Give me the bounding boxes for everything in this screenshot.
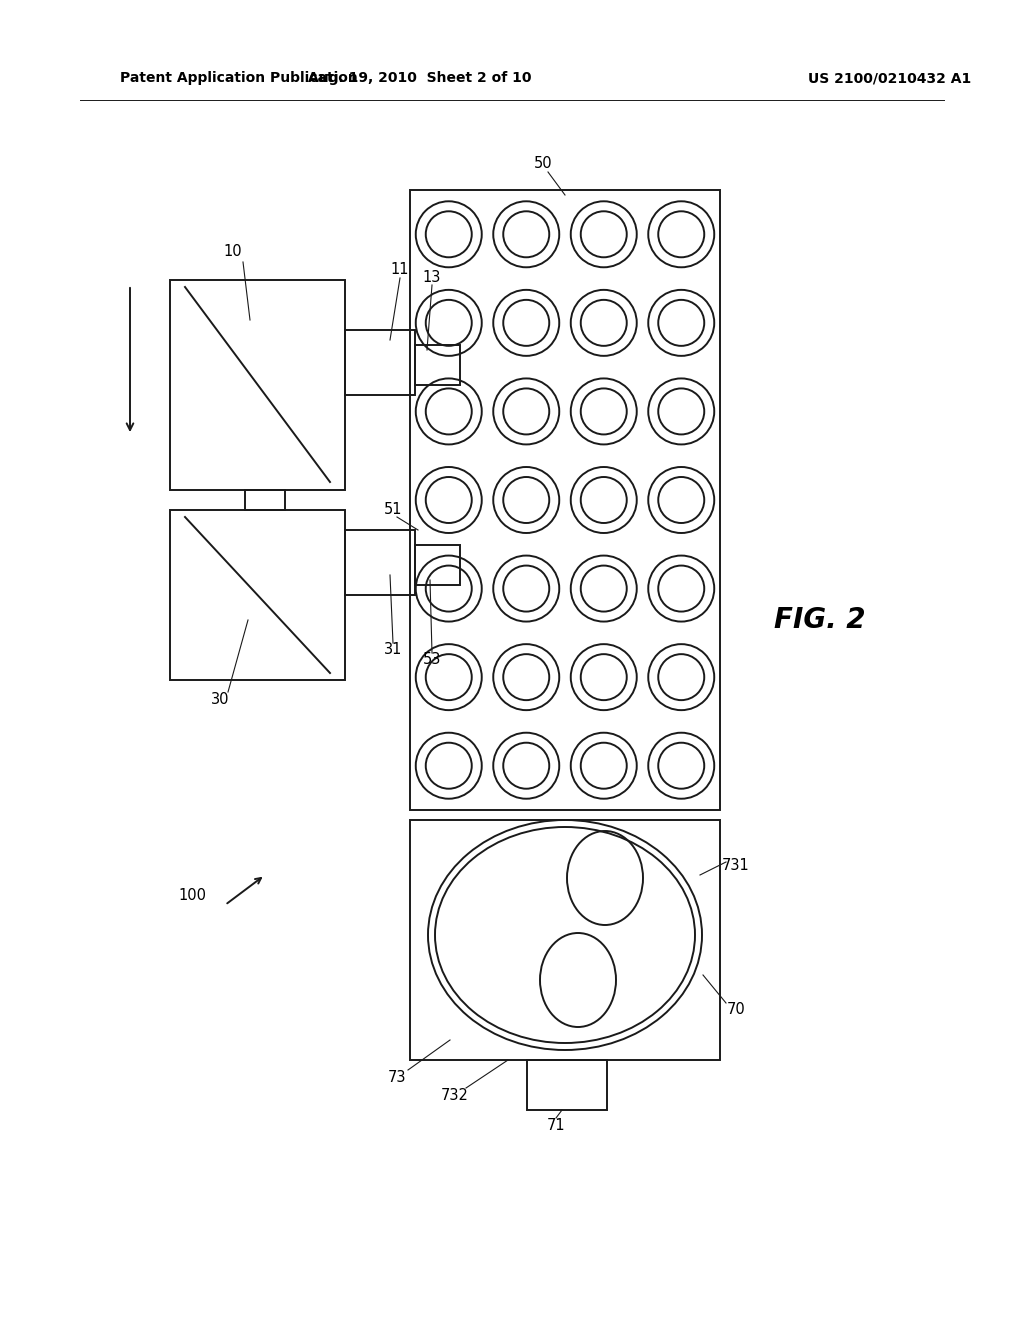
Text: 51: 51 [384, 503, 402, 517]
Text: 100: 100 [178, 887, 206, 903]
Bar [527, 1060, 607, 1110]
Text: US 2100/0210432 A1: US 2100/0210432 A1 [808, 71, 972, 84]
Text: 732: 732 [441, 1088, 469, 1102]
Bar [345, 531, 415, 595]
Text: FIG. 2: FIG. 2 [774, 606, 865, 634]
Bar [410, 820, 720, 1060]
Text: 11: 11 [391, 263, 410, 277]
Text: 10: 10 [223, 244, 243, 260]
Text: 53: 53 [423, 652, 441, 668]
Bar [410, 190, 720, 810]
Text: 31: 31 [384, 643, 402, 657]
Bar [415, 545, 460, 585]
Text: 71: 71 [547, 1118, 565, 1133]
Bar [245, 490, 285, 510]
Text: 50: 50 [534, 156, 552, 170]
Bar [415, 345, 460, 385]
Text: 30: 30 [211, 693, 229, 708]
Bar [170, 280, 345, 490]
Bar [345, 330, 415, 395]
Text: 70: 70 [727, 1002, 745, 1018]
Text: Aug. 19, 2010  Sheet 2 of 10: Aug. 19, 2010 Sheet 2 of 10 [308, 71, 531, 84]
Text: 731: 731 [722, 858, 750, 873]
Bar [170, 510, 345, 680]
Text: 73: 73 [388, 1069, 407, 1085]
Text: 13: 13 [423, 271, 441, 285]
Text: Patent Application Publication: Patent Application Publication [120, 71, 357, 84]
